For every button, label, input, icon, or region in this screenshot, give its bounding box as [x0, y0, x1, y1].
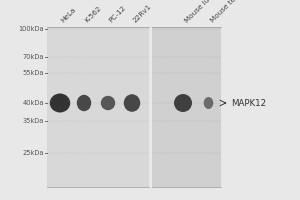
- Text: 22Rv1: 22Rv1: [132, 3, 153, 24]
- Text: HeLa: HeLa: [60, 7, 77, 24]
- Ellipse shape: [204, 97, 213, 109]
- Bar: [46, 27, 148, 187]
- Ellipse shape: [174, 94, 192, 112]
- Text: PC-12: PC-12: [108, 5, 127, 24]
- Text: 35kDa: 35kDa: [22, 118, 44, 124]
- Text: Mouse testis: Mouse testis: [209, 0, 246, 24]
- Text: 70kDa: 70kDa: [22, 54, 44, 60]
- Text: K-562: K-562: [84, 5, 103, 24]
- Text: MAPK12: MAPK12: [231, 98, 266, 108]
- Ellipse shape: [124, 94, 140, 112]
- Ellipse shape: [101, 96, 115, 110]
- Text: 55kDa: 55kDa: [22, 70, 44, 76]
- Text: 100kDa: 100kDa: [18, 26, 44, 32]
- Text: 40kDa: 40kDa: [22, 100, 44, 106]
- Text: 25kDa: 25kDa: [22, 150, 44, 156]
- Text: Mouse lung: Mouse lung: [184, 0, 217, 24]
- Bar: [152, 27, 220, 187]
- Ellipse shape: [50, 94, 70, 112]
- Ellipse shape: [77, 95, 91, 111]
